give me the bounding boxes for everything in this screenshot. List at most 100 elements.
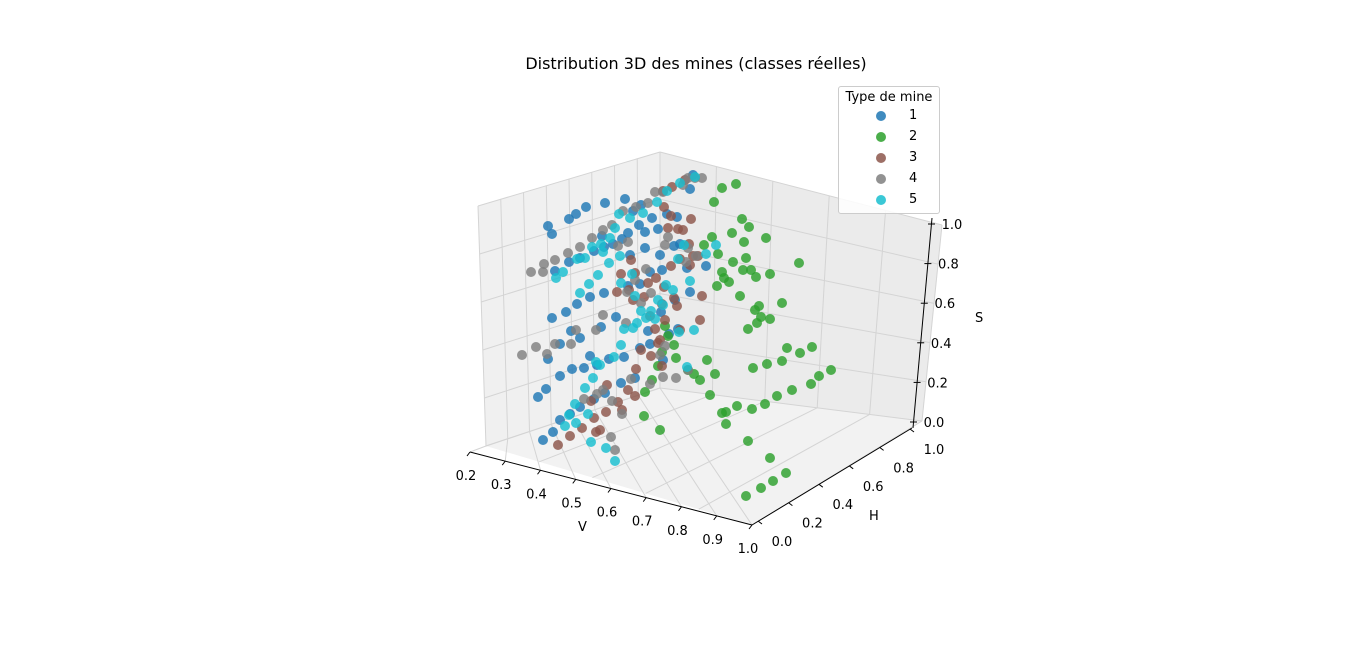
- data-point: [564, 257, 574, 267]
- x-tick-label: 0.6: [597, 506, 618, 521]
- data-point: [561, 307, 571, 317]
- legend-item-3: 3: [839, 147, 939, 168]
- y-tick-label: 0.8: [893, 461, 914, 476]
- data-point: [640, 227, 650, 237]
- data-point: [548, 427, 558, 437]
- data-point: [772, 391, 782, 401]
- data-point: [661, 280, 671, 290]
- z-axis-label: S: [975, 311, 983, 326]
- data-point: [707, 232, 717, 242]
- data-point: [655, 425, 665, 435]
- data-point: [761, 233, 771, 243]
- y-axis-label: H: [869, 509, 879, 524]
- data-point: [741, 253, 751, 263]
- data-point: [655, 350, 665, 360]
- data-point: [586, 437, 596, 447]
- data-point: [765, 269, 775, 279]
- data-point: [630, 391, 640, 401]
- data-point: [620, 194, 630, 204]
- data-point: [765, 314, 775, 324]
- data-point: [673, 254, 683, 264]
- data-point: [636, 306, 646, 316]
- data-point: [617, 409, 627, 419]
- data-point: [619, 324, 629, 334]
- data-point: [636, 345, 646, 355]
- data-point: [593, 270, 603, 280]
- legend-item-4: 4: [839, 168, 939, 189]
- data-point: [596, 239, 606, 249]
- data-point: [626, 255, 636, 265]
- data-point: [613, 241, 623, 251]
- data-point: [728, 257, 738, 267]
- data-point: [566, 339, 576, 349]
- data-point: [682, 362, 692, 372]
- data-point: [627, 269, 637, 279]
- data-point: [634, 220, 644, 230]
- data-point: [674, 327, 684, 337]
- data-point: [652, 197, 662, 207]
- data-point: [737, 214, 747, 224]
- data-point: [571, 418, 581, 428]
- data-point: [625, 213, 635, 223]
- data-point: [628, 323, 638, 333]
- data-point: [564, 410, 574, 420]
- data-point: [631, 364, 641, 374]
- data-point: [695, 315, 705, 325]
- data-point: [754, 301, 764, 311]
- data-point: [612, 287, 622, 297]
- data-point: [640, 243, 650, 253]
- data-point: [541, 384, 551, 394]
- data-point: [636, 298, 646, 308]
- data-point: [747, 404, 757, 414]
- data-point: [587, 233, 597, 243]
- data-point: [643, 278, 653, 288]
- data-point: [756, 483, 766, 493]
- legend-marker-icon: [876, 194, 886, 205]
- legend-label: 3: [909, 150, 918, 165]
- data-point: [564, 214, 574, 224]
- y-tick-label: 0.0: [772, 535, 793, 550]
- z-tick-label: 0.4: [931, 337, 952, 352]
- data-point: [679, 240, 689, 250]
- data-point: [616, 378, 626, 388]
- data-point: [598, 310, 608, 320]
- data-point: [623, 228, 633, 238]
- legend-title: Type de mine: [845, 90, 933, 105]
- data-point: [777, 298, 787, 308]
- data-point: [647, 213, 657, 223]
- data-point: [558, 267, 568, 277]
- x-tick-label: 1.0: [738, 542, 759, 557]
- legend-items: 1 2 3 4 5: [839, 105, 939, 210]
- series-2: [639, 179, 836, 501]
- data-point: [741, 491, 751, 501]
- data-point: [762, 359, 772, 369]
- data-point: [640, 387, 650, 397]
- data-point: [638, 208, 648, 218]
- data-point: [538, 435, 548, 445]
- x-tick-label: 0.5: [561, 496, 582, 511]
- data-point: [610, 456, 620, 466]
- data-point: [721, 407, 731, 417]
- data-point: [727, 228, 737, 238]
- data-point: [601, 443, 611, 453]
- data-point: [751, 272, 761, 282]
- data-point: [712, 281, 722, 291]
- data-point: [743, 324, 753, 334]
- data-point: [657, 361, 667, 371]
- data-point: [746, 265, 756, 275]
- x-tick-label: 0.9: [702, 533, 723, 548]
- data-point: [681, 257, 691, 267]
- data-point: [671, 353, 681, 363]
- data-point: [697, 291, 707, 301]
- data-point: [685, 287, 695, 297]
- z-tick-label: 1.0: [942, 218, 963, 233]
- data-point: [658, 372, 668, 382]
- data-point: [732, 401, 742, 411]
- data-point: [615, 251, 625, 261]
- data-point: [553, 440, 563, 450]
- x-tick-label: 0.8: [667, 524, 688, 539]
- data-point: [547, 313, 557, 323]
- data-point: [748, 363, 758, 373]
- data-point: [610, 445, 620, 455]
